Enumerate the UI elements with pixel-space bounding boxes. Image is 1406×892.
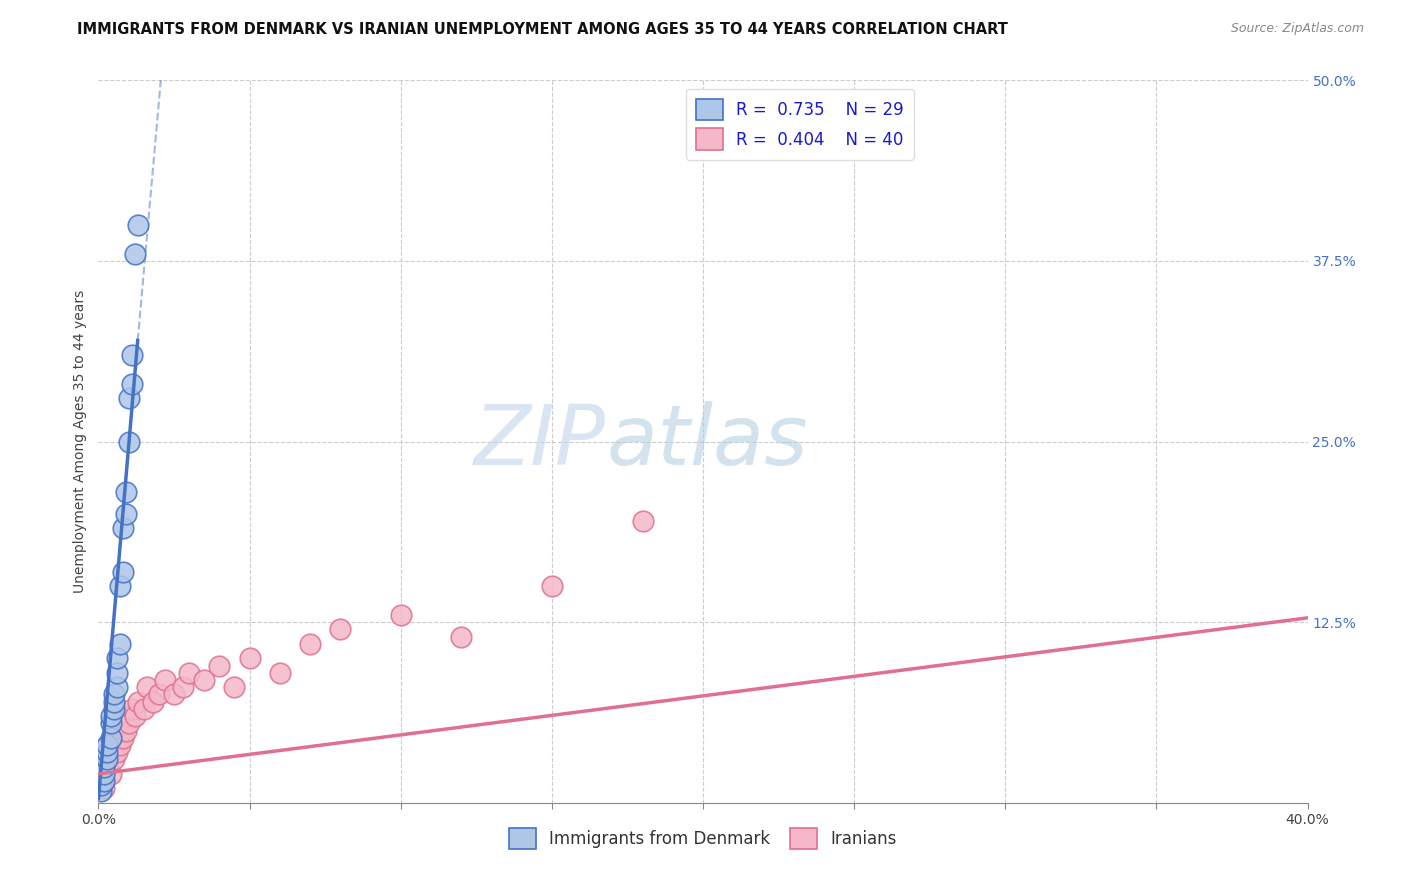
Point [111, 521, 134, 535]
Point [389, 607, 412, 622]
Point [114, 709, 136, 723]
Y-axis label: Unemployment Among Ages 35 to 44 years: Unemployment Among Ages 35 to 44 years [73, 290, 87, 593]
Text: atlas: atlas [606, 401, 808, 482]
Point [193, 673, 215, 687]
Point [540, 579, 562, 593]
Point [124, 709, 146, 723]
Point [111, 716, 134, 731]
Point [124, 246, 146, 260]
Point [127, 695, 149, 709]
Text: Source: ZipAtlas.com: Source: ZipAtlas.com [1230, 22, 1364, 36]
Point [100, 745, 122, 759]
Point [100, 709, 122, 723]
Point [103, 738, 125, 752]
Point [103, 695, 125, 709]
Point [105, 651, 128, 665]
Point [208, 658, 231, 673]
Point [100, 767, 122, 781]
Point [142, 695, 165, 709]
Point [179, 665, 201, 680]
Point [105, 745, 128, 759]
Point [93, 760, 115, 774]
Point [93, 767, 115, 781]
Point [103, 752, 125, 766]
Point [100, 716, 122, 731]
Point [96, 760, 118, 774]
Point [108, 637, 131, 651]
Point [148, 687, 170, 701]
Point [90, 779, 112, 793]
Point [103, 702, 125, 716]
Point [114, 485, 136, 500]
Point [111, 565, 134, 579]
Point [114, 723, 136, 738]
Point [450, 630, 472, 644]
Point [299, 637, 322, 651]
Point [135, 680, 157, 694]
Point [118, 391, 141, 405]
Point [105, 665, 128, 680]
Point [96, 745, 118, 759]
Point [163, 687, 186, 701]
Point [90, 784, 112, 798]
Point [96, 752, 118, 766]
Text: ZIP: ZIP [474, 401, 606, 482]
Point [108, 579, 131, 593]
Point [224, 680, 246, 694]
Point [96, 752, 118, 766]
Point [153, 673, 176, 687]
Point [172, 680, 194, 694]
Point [103, 687, 125, 701]
Point [269, 665, 291, 680]
Point [100, 731, 122, 745]
Legend: Immigrants from Denmark, Iranians: Immigrants from Denmark, Iranians [499, 818, 907, 860]
Point [105, 680, 128, 694]
Point [127, 218, 149, 232]
Point [132, 702, 155, 716]
Point [239, 651, 262, 665]
Point [93, 781, 115, 796]
Point [108, 738, 131, 752]
Point [118, 716, 141, 731]
Point [93, 767, 115, 781]
Point [114, 507, 136, 521]
Point [329, 623, 352, 637]
Point [108, 723, 131, 738]
Point [96, 738, 118, 752]
Point [111, 731, 134, 745]
Point [93, 774, 115, 789]
Point [631, 514, 654, 528]
Point [105, 731, 128, 745]
Point [90, 774, 112, 789]
Text: IMMIGRANTS FROM DENMARK VS IRANIAN UNEMPLOYMENT AMONG AGES 35 TO 44 YEARS CORREL: IMMIGRANTS FROM DENMARK VS IRANIAN UNEMP… [77, 22, 1008, 37]
Point [121, 348, 143, 362]
Point [121, 702, 143, 716]
Point [121, 376, 143, 391]
Point [118, 434, 141, 449]
